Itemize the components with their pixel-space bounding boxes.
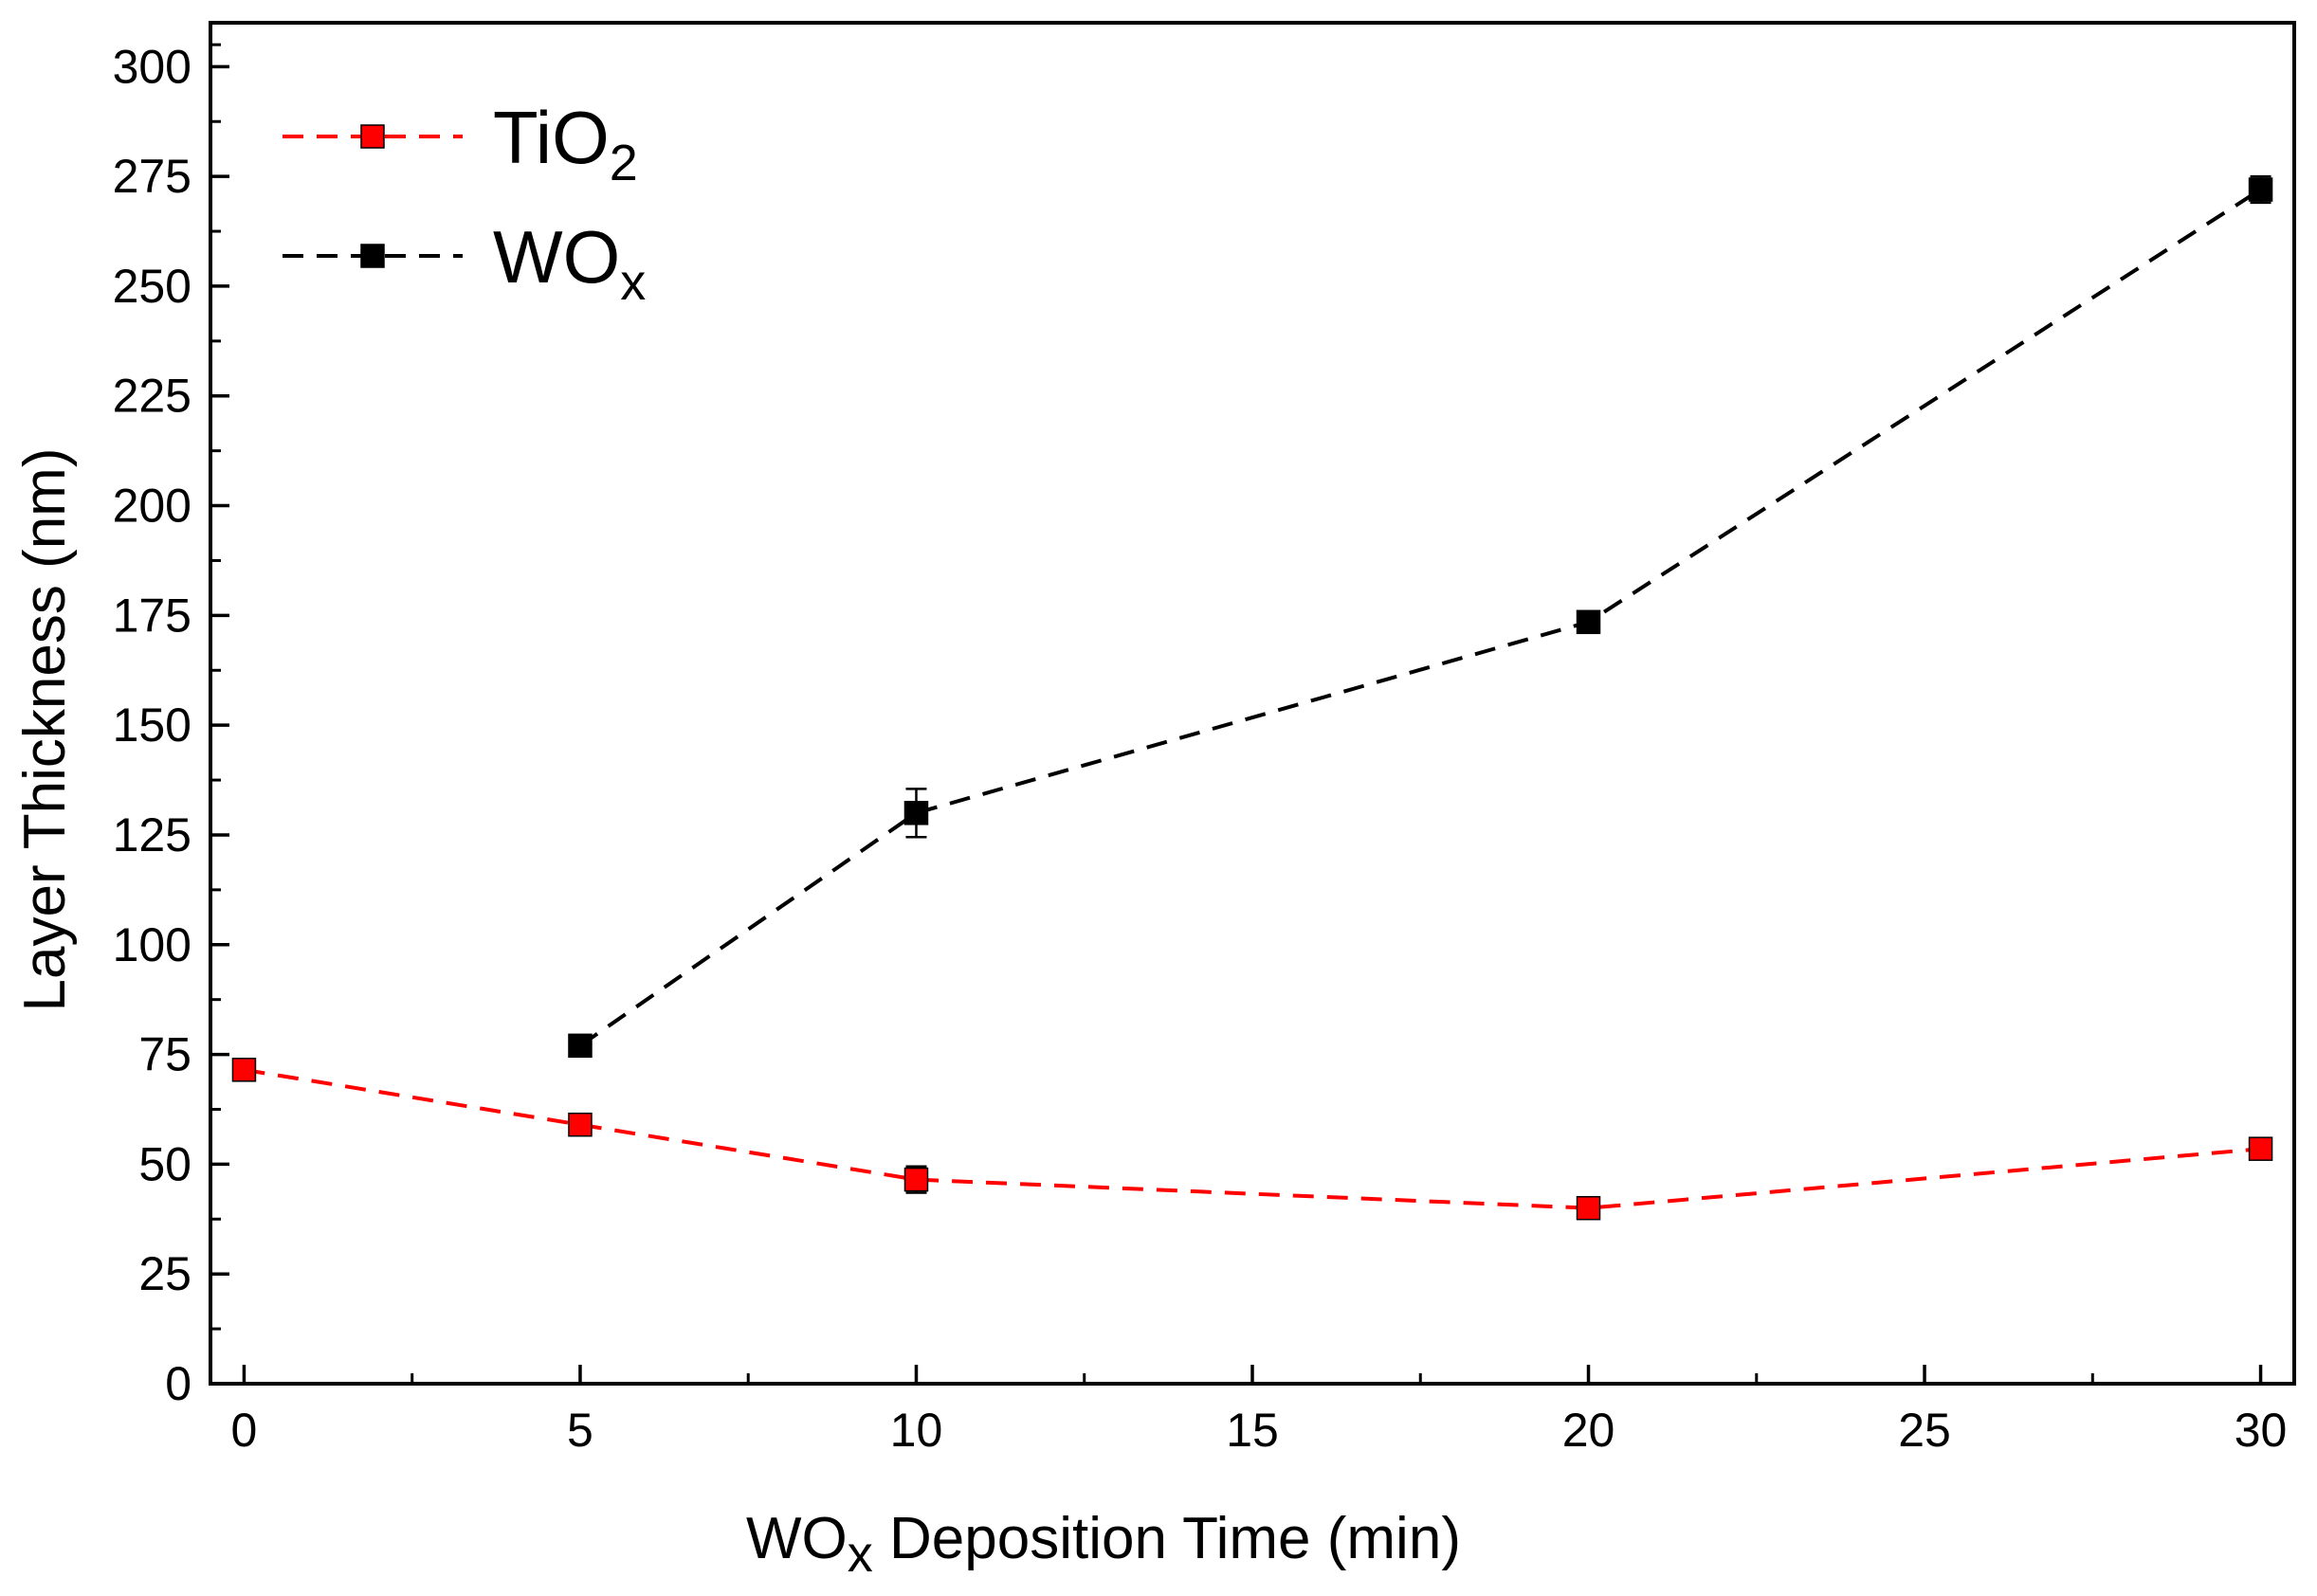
x-axis-title-sub: x (848, 1526, 873, 1583)
y-tick-label: 175 (113, 589, 192, 642)
y-tick-label: 200 (113, 480, 192, 533)
x-tick-label: 0 (231, 1404, 258, 1457)
x-tick-label: 5 (567, 1404, 593, 1457)
legend: TiO2 WOx (283, 96, 646, 311)
x-tick-label: 20 (1562, 1404, 1615, 1457)
plot-area (231, 174, 2273, 1221)
series-line-wox (578, 188, 2262, 1047)
y-tick-label: 25 (138, 1247, 192, 1300)
y-tick-label: 300 (113, 40, 192, 93)
y-tick-label: 275 (113, 150, 192, 203)
y-tick-label: 150 (113, 698, 192, 752)
data-point-wox (903, 801, 929, 825)
legend-label-tio2: TiO2 (493, 96, 638, 191)
x-tick-label: 10 (890, 1404, 943, 1457)
data-point-tio2 (231, 1058, 257, 1082)
legend-entry-wox: WOx (283, 215, 646, 311)
y-axis-title: Layer Thickness (nm) (12, 448, 78, 1012)
y-tick-label: 100 (113, 918, 192, 971)
legend-marker-tio2 (360, 124, 385, 149)
legend-label-main: WO (493, 215, 620, 299)
legend-label-main: TiO (493, 96, 610, 179)
x-tick-label: 15 (1226, 1404, 1279, 1457)
y-tick-label: 50 (138, 1137, 192, 1190)
y-tick-label: 225 (113, 370, 192, 423)
legend-entry-tio2: TiO2 (283, 96, 638, 191)
legend-marker-wox (360, 244, 385, 268)
x-tick-label: 30 (2235, 1404, 2288, 1457)
legend-label-sub: 2 (610, 135, 638, 191)
data-point-wox (568, 1033, 593, 1059)
x-tick-label: 25 (1898, 1404, 1951, 1457)
x-axis-title-rest: Deposition Time (min) (873, 1506, 1461, 1571)
data-point-tio2 (2248, 1136, 2273, 1161)
y-tick-label: 125 (113, 808, 192, 861)
y-tick-label: 250 (113, 260, 192, 313)
data-point-wox (1576, 609, 1601, 635)
data-point-wox (2248, 177, 2273, 202)
legend-label-wox: WOx (493, 215, 646, 311)
legend-label-sub: x (620, 254, 646, 311)
y-tick-label: 75 (138, 1028, 192, 1081)
axis-titles: WOx Deposition Time (min) Layer Thicknes… (12, 448, 1461, 1583)
data-point-tio2 (568, 1112, 593, 1137)
x-axis-title-main: WO (746, 1506, 848, 1571)
data-point-tio2 (903, 1167, 929, 1192)
data-point-tio2 (1576, 1195, 1601, 1221)
y-tick-label: 0 (165, 1357, 192, 1410)
x-axis-title: WOx Deposition Time (min) (746, 1506, 1461, 1583)
series-line-tio2 (244, 1067, 2261, 1210)
